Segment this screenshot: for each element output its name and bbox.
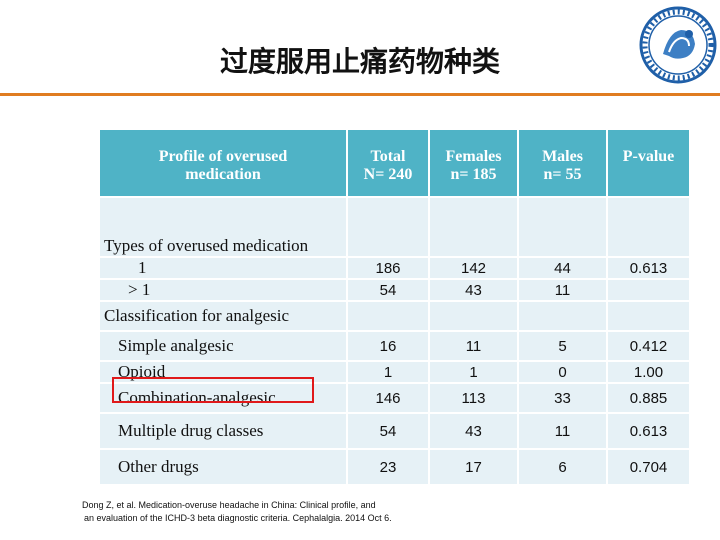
cell-p: 0.885 xyxy=(606,382,691,414)
cell-males: 0 xyxy=(517,360,608,384)
header-profile: Profile of overused medication xyxy=(98,128,348,198)
cell-females: 43 xyxy=(428,278,519,302)
row-label: Classification for analgesic xyxy=(98,300,348,332)
cell-females: 142 xyxy=(428,256,519,280)
cell-p: 1.00 xyxy=(606,360,691,384)
cell-females: 43 xyxy=(428,412,519,450)
table-row: Types of overused medication xyxy=(98,196,691,258)
medication-profile-table: Profile of overused medication Total N= 24… xyxy=(98,128,691,486)
header-males: Males n= 55 xyxy=(517,128,608,198)
cell-total xyxy=(346,196,430,258)
cell-p xyxy=(606,278,691,302)
table-row: Other drugs 23 17 6 0.704 xyxy=(98,448,691,486)
table-row: Combination-analgesic 146 113 33 0.885 xyxy=(98,382,691,414)
society-seal-icon xyxy=(639,6,717,84)
cell-p: 0.613 xyxy=(606,256,691,280)
citation-line-2: an evaluation of the ICHD-3 beta diagnos… xyxy=(84,513,392,523)
header-p-value: P-value xyxy=(606,128,691,198)
row-label: 1 xyxy=(98,256,348,280)
table-header-row: Profile of overused medication Total N= 24… xyxy=(98,128,691,198)
cell-total: 186 xyxy=(346,256,430,280)
table-row: Opioid 1 1 0 1.00 xyxy=(98,360,691,384)
cell-females xyxy=(428,300,519,332)
table-row: Classification for analgesic xyxy=(98,300,691,332)
cell-males xyxy=(517,300,608,332)
cell-males: 5 xyxy=(517,330,608,362)
cell-total: 23 xyxy=(346,448,430,486)
cell-females: 1 xyxy=(428,360,519,384)
title-divider xyxy=(0,93,720,96)
cell-males: 33 xyxy=(517,382,608,414)
cell-total: 54 xyxy=(346,278,430,302)
cell-males: 11 xyxy=(517,278,608,302)
cell-males: 6 xyxy=(517,448,608,486)
cell-total: 54 xyxy=(346,412,430,450)
table-row: Simple analgesic 16 11 5 0.412 xyxy=(98,330,691,362)
row-label: Types of overused medication xyxy=(98,196,348,258)
cell-females: 11 xyxy=(428,330,519,362)
table-row: 1 186 142 44 0.613 xyxy=(98,256,691,280)
cell-total: 1 xyxy=(346,360,430,384)
table-row: Multiple drug classes 54 43 11 0.613 xyxy=(98,412,691,450)
cell-p xyxy=(606,300,691,332)
cell-males: 44 xyxy=(517,256,608,280)
cell-p: 0.412 xyxy=(606,330,691,362)
row-label: Multiple drug classes xyxy=(98,412,348,450)
cell-p: 0.613 xyxy=(606,412,691,450)
cell-males xyxy=(517,196,608,258)
combination-analgesic-highlight-box xyxy=(112,377,314,403)
cell-total: 16 xyxy=(346,330,430,362)
citation-line-1: Dong Z, et al. Medication-overuse headac… xyxy=(82,500,376,510)
cell-p xyxy=(606,196,691,258)
cell-females: 17 xyxy=(428,448,519,486)
cell-females: 113 xyxy=(428,382,519,414)
citation: Dong Z, et al. Medication-overuse headac… xyxy=(82,499,392,525)
header-total: Total N= 240 xyxy=(346,128,430,198)
cell-males: 11 xyxy=(517,412,608,450)
table-row: > 1 54 43 11 xyxy=(98,278,691,302)
slide-title: 过度服用止痛药物种类 xyxy=(219,45,500,78)
cell-total: 146 xyxy=(346,382,430,414)
row-label: Other drugs xyxy=(98,448,348,486)
cell-p: 0.704 xyxy=(606,448,691,486)
cell-females xyxy=(428,196,519,258)
header-females: Females n= 185 xyxy=(428,128,519,198)
row-label: > 1 xyxy=(98,278,348,302)
row-label: Simple analgesic xyxy=(98,330,348,362)
cell-total xyxy=(346,300,430,332)
row-label: Combination-analgesic xyxy=(98,382,348,414)
